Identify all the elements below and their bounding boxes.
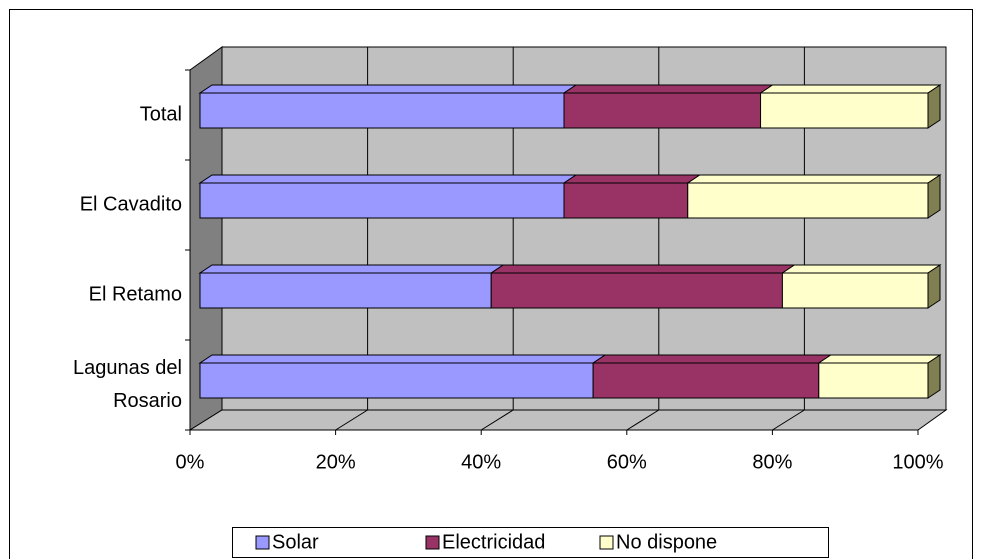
bar	[199, 362, 594, 399]
legend-swatch	[255, 535, 270, 550]
bar-top	[562, 84, 775, 94]
legend-label: Solar	[272, 531, 319, 553]
bar-side	[927, 174, 941, 219]
x-tick-label: 0%	[176, 451, 205, 473]
x-tick-label: 40%	[461, 451, 501, 473]
floor	[188, 409, 948, 431]
bar-side	[927, 264, 941, 309]
bar	[818, 362, 929, 399]
bar-side	[927, 84, 941, 129]
legend-label: No dispone	[616, 531, 717, 553]
grid-line	[626, 409, 660, 431]
grid-line	[772, 409, 805, 431]
x-tick-label: 20%	[316, 451, 356, 473]
y-tick-label: El Cavadito	[80, 193, 182, 215]
label-line: Lagunas del	[73, 357, 182, 379]
grid-line	[480, 409, 514, 431]
x-tick-label: 60%	[607, 451, 647, 473]
bar-top	[489, 264, 797, 274]
bar	[199, 92, 565, 129]
y-tick-label: Lagunas del Rosario	[73, 357, 182, 412]
chart-border	[9, 9, 973, 559]
bar-top	[198, 84, 578, 94]
bar-top	[198, 264, 505, 274]
x-tick-label: 80%	[752, 451, 792, 473]
bar	[199, 272, 492, 309]
y-tick-label: Total	[140, 103, 182, 125]
bar-top	[591, 354, 833, 364]
y-tick-label: El Retamo	[89, 283, 182, 305]
legend-swatch	[599, 535, 614, 550]
bar	[199, 182, 565, 219]
bar-top	[780, 264, 942, 274]
bar	[760, 92, 929, 129]
legend-swatch	[425, 535, 440, 550]
x-tick-label: 100%	[892, 451, 943, 473]
bar	[592, 362, 820, 399]
bar-side	[927, 354, 941, 399]
bar	[781, 272, 929, 309]
bar-top	[198, 354, 607, 364]
bar-top	[562, 174, 702, 184]
bar	[687, 182, 929, 219]
legend	[232, 527, 829, 558]
bar	[490, 272, 783, 309]
legend-label: Electricidad	[442, 531, 545, 553]
grid-line	[335, 409, 368, 431]
bar	[563, 92, 762, 129]
bar-top	[817, 354, 942, 364]
label-line: Rosario	[113, 390, 182, 412]
bar-top	[758, 84, 942, 94]
bar	[563, 182, 689, 219]
bar-top	[198, 174, 578, 184]
bar-top	[686, 174, 942, 184]
